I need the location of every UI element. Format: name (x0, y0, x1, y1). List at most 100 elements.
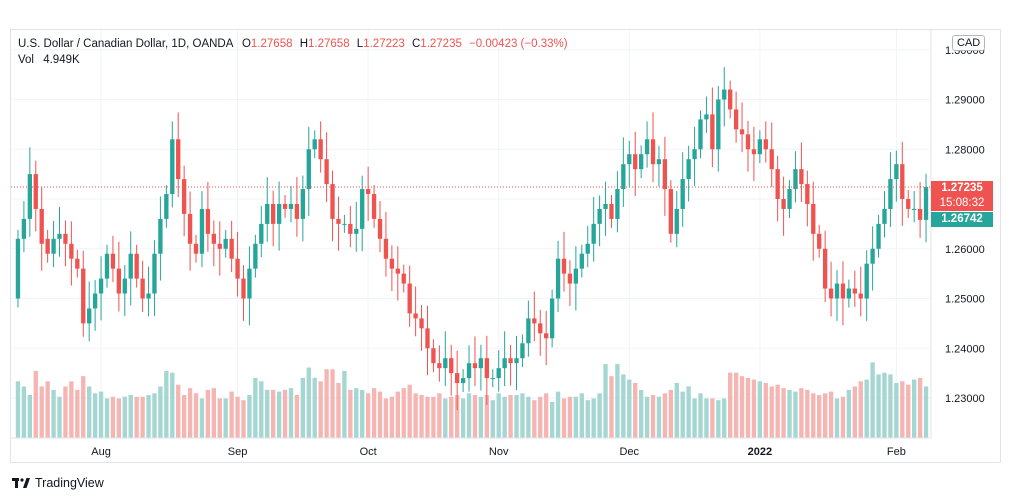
candle-body (544, 333, 549, 339)
tradingview-brand[interactable]: TradingView (12, 476, 104, 490)
volume-bar (633, 383, 638, 438)
candle-body (437, 363, 442, 369)
candle-body (710, 114, 715, 150)
symbol-title: U.S. Dollar / Canadian Dollar, 1D, OANDA (18, 38, 233, 50)
candle-body (805, 184, 810, 204)
volume-bar (472, 395, 478, 438)
candle-body (377, 218, 383, 239)
currency-button[interactable]: CAD (952, 35, 986, 51)
candle-body (27, 174, 33, 219)
candle-body (276, 203, 282, 224)
tradingview-logo-icon (12, 478, 30, 488)
volume-bar (282, 389, 288, 438)
volume-bar (431, 396, 436, 438)
volume-bar (704, 398, 709, 438)
volume-bar (401, 388, 406, 438)
volume-bar (775, 384, 780, 438)
volume-bar (739, 376, 745, 438)
candle-body (229, 238, 234, 259)
candle-body (579, 253, 584, 269)
volume-bar (822, 393, 828, 438)
candle-body (858, 293, 863, 299)
volume-bar (223, 398, 228, 438)
candle-body (300, 189, 306, 219)
candle-body (187, 213, 193, 244)
candle-body (443, 358, 448, 369)
volume-bar (466, 393, 472, 438)
volume-bar (318, 381, 323, 438)
candle-body (199, 208, 205, 254)
volume-bar (199, 398, 205, 438)
volume-bar (134, 396, 139, 438)
candle-body (508, 358, 513, 364)
volume-bar (324, 369, 329, 438)
candle-body (87, 308, 92, 324)
candle-body (158, 218, 163, 254)
candle-body (354, 228, 359, 234)
candle-body (110, 253, 116, 269)
volume-bar (176, 384, 181, 438)
candle-body (282, 203, 288, 209)
last-price-tag: 1.27235 (931, 181, 993, 196)
volume-bar (57, 396, 62, 438)
y-tick-label: 1.29000 (945, 95, 985, 107)
volume-bar (585, 400, 590, 438)
volume-bar (728, 372, 733, 438)
candle-body (176, 139, 181, 180)
candle-body (561, 258, 567, 274)
volume-bar (817, 395, 822, 438)
x-tick-label: 2022 (748, 446, 772, 458)
candle-body (265, 203, 270, 224)
volume-bar (733, 372, 739, 438)
volume-bar (460, 398, 466, 438)
volume-bar (484, 395, 490, 438)
volume-bar (781, 388, 786, 438)
volume-bar (247, 395, 252, 438)
volume-bar (638, 389, 644, 438)
candle-body (395, 268, 400, 274)
candle-body (793, 169, 798, 190)
candle-body (431, 348, 436, 364)
candle-body (686, 159, 691, 180)
candle-body (253, 243, 258, 269)
candle-body (21, 218, 27, 239)
volume-bar (769, 386, 774, 438)
volume-bar (383, 398, 389, 438)
vol-value: 4.949K (43, 54, 80, 66)
volume-bar (520, 393, 525, 438)
candle-body (271, 203, 276, 224)
volume-bar (395, 391, 400, 438)
volume-bar (413, 393, 418, 438)
volume-bar (567, 396, 573, 438)
volume-bar (140, 396, 145, 438)
candle-body (134, 253, 139, 279)
volume-bar (45, 381, 50, 438)
candle-body (567, 273, 573, 284)
volume-bar (834, 398, 840, 438)
volume-bar (716, 400, 721, 438)
volume-bar (710, 398, 715, 438)
candle-body (514, 358, 519, 364)
candle-body (603, 203, 608, 209)
volume-bar (116, 398, 122, 438)
volume-bar (98, 391, 104, 438)
candle-body (57, 233, 62, 239)
volume-bar (271, 389, 276, 438)
candle-body (745, 134, 751, 150)
candle-body (389, 258, 395, 269)
volume-bar (573, 396, 579, 438)
candle-body (92, 293, 98, 309)
volume-bar (92, 393, 98, 438)
compare-price-value: 1.26742 (941, 213, 983, 225)
volume-bar (674, 383, 679, 438)
volume-bar (911, 379, 917, 438)
volume-bar (609, 376, 614, 438)
volume-bar (900, 381, 905, 438)
volume-bar (680, 391, 685, 438)
candle-body (496, 368, 501, 379)
volume-bar (864, 379, 869, 438)
x-tick-label: Sep (228, 446, 248, 458)
volume-bar (253, 377, 258, 438)
candle-body (193, 243, 199, 254)
